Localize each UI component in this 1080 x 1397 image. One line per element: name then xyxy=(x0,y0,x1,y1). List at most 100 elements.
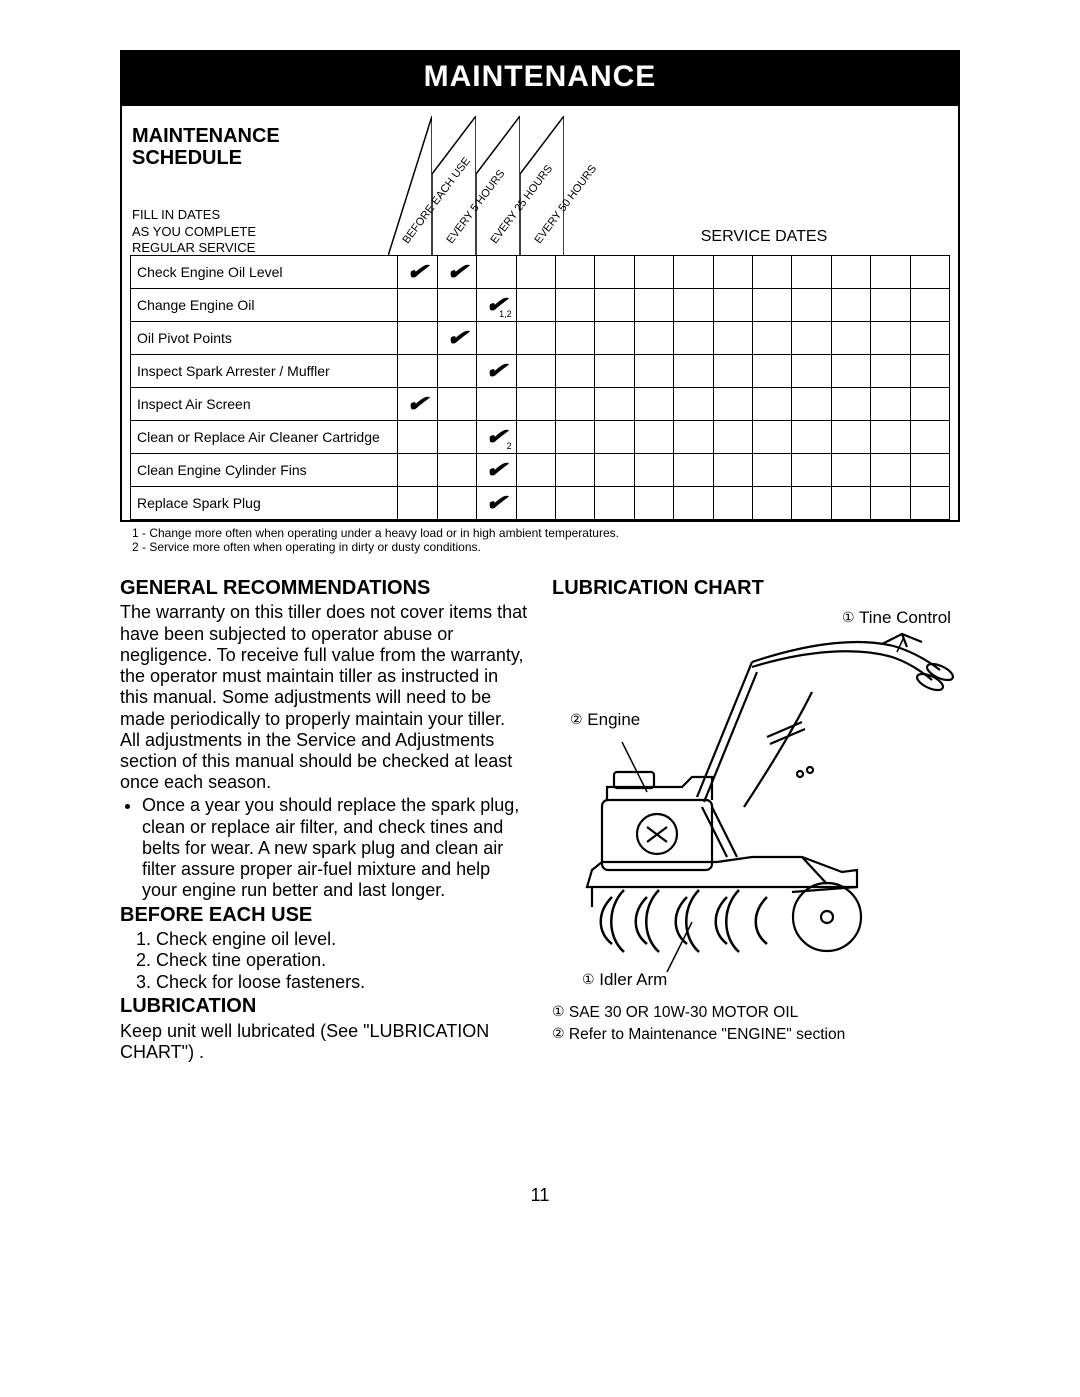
service-date-cell xyxy=(595,355,634,388)
service-date-cell xyxy=(713,388,752,421)
service-date-cell xyxy=(634,322,673,355)
check-cell xyxy=(398,289,437,322)
service-date-cell xyxy=(831,454,870,487)
service-date-cell xyxy=(556,454,595,487)
service-date-cell xyxy=(831,421,870,454)
service-date-cell xyxy=(910,322,949,355)
right-column: LUBRICATION CHART xyxy=(552,577,960,1065)
label-idler-arm: ① Idler Arm xyxy=(582,970,667,990)
check-cell xyxy=(437,421,476,454)
service-date-cell xyxy=(634,256,673,289)
service-date-cell xyxy=(674,487,713,520)
service-date-cell xyxy=(910,454,949,487)
schedule-heading-1: MAINTENANCE xyxy=(132,125,280,147)
service-date-cell xyxy=(792,454,831,487)
footnote-1: 1 - Change more often when operating und… xyxy=(132,526,619,540)
service-date-cell xyxy=(674,289,713,322)
service-date-cell xyxy=(556,256,595,289)
heading-lubri-chart: LUBRICATION CHART xyxy=(552,577,960,601)
task-name: Inspect Air Screen xyxy=(131,388,398,421)
page: MAINTENANCE MAINTENANCE SCHEDULE FILL IN… xyxy=(0,0,1080,1246)
service-date-cell xyxy=(831,289,870,322)
service-date-cell xyxy=(674,454,713,487)
service-date-cell xyxy=(634,388,673,421)
check-cell xyxy=(516,388,555,421)
service-date-cell xyxy=(910,256,949,289)
check-cell xyxy=(398,421,437,454)
check-cell xyxy=(437,454,476,487)
check-cell: ✔ xyxy=(437,322,476,355)
footnotes: 1 - Change more often when operating und… xyxy=(120,522,960,555)
check-cell xyxy=(516,355,555,388)
check-cell xyxy=(516,487,555,520)
check-cell xyxy=(516,322,555,355)
table-row: Check Engine Oil Level✔✔ xyxy=(131,256,950,289)
heading-before: BEFORE EACH USE xyxy=(120,904,528,928)
service-date-cell xyxy=(556,322,595,355)
table-row: Replace Spark Plug✔ xyxy=(131,487,950,520)
service-date-cell xyxy=(792,388,831,421)
service-date-cell xyxy=(595,421,634,454)
service-date-cell xyxy=(674,421,713,454)
service-date-cell xyxy=(752,487,791,520)
check-cell: ✔ xyxy=(398,256,437,289)
title-bar: MAINTENANCE xyxy=(120,50,960,106)
service-date-cell xyxy=(831,256,870,289)
service-date-cell xyxy=(910,388,949,421)
service-date-cell xyxy=(713,487,752,520)
service-date-cell xyxy=(595,487,634,520)
table-row: Change Engine Oil✔1,2 xyxy=(131,289,950,322)
service-date-cell xyxy=(831,322,870,355)
service-date-cell xyxy=(595,289,634,322)
service-date-cell xyxy=(871,322,910,355)
check-cell xyxy=(398,487,437,520)
service-date-cell xyxy=(871,289,910,322)
check-cell xyxy=(477,322,516,355)
service-date-cell xyxy=(674,256,713,289)
service-date-cell xyxy=(556,355,595,388)
footnote-2: 2 - Service more often when operating in… xyxy=(132,540,481,554)
service-date-cell xyxy=(713,289,752,322)
label-tine-control: ① Tine Control xyxy=(842,608,951,628)
schedule-heading-2: SCHEDULE xyxy=(132,147,242,169)
tiller-illustration xyxy=(552,622,962,992)
bullet-yearly: Once a year you should replace the spark… xyxy=(142,795,528,901)
interval-headers: BEFORE EACH USE EVERY 5 HOURS EVERY 25 H… xyxy=(388,116,578,256)
service-date-cell xyxy=(713,355,752,388)
service-date-cell xyxy=(595,454,634,487)
service-date-cell xyxy=(713,454,752,487)
service-date-cell xyxy=(871,421,910,454)
service-date-cell xyxy=(634,421,673,454)
table-row: Oil Pivot Points ✔ xyxy=(131,322,950,355)
before-3: Check for loose fasteners. xyxy=(156,972,528,993)
service-date-cell xyxy=(752,322,791,355)
service-date-cell xyxy=(792,256,831,289)
service-date-cell xyxy=(674,355,713,388)
service-date-cell xyxy=(792,487,831,520)
service-date-cell xyxy=(634,487,673,520)
table-row: Clean Engine Cylinder Fins✔ xyxy=(131,454,950,487)
service-date-cell xyxy=(752,388,791,421)
service-date-cell xyxy=(674,388,713,421)
check-cell: ✔ xyxy=(398,388,437,421)
service-date-cell xyxy=(831,388,870,421)
service-date-cell xyxy=(871,388,910,421)
heading-general: GENERAL RECOMMENDATIONS xyxy=(120,577,528,601)
service-date-cell xyxy=(674,322,713,355)
check-cell: ✔ xyxy=(437,256,476,289)
service-date-cell xyxy=(831,355,870,388)
task-name: Clean or Replace Air Cleaner Cartridge xyxy=(131,421,398,454)
table-row: Inspect Spark Arrester / Muffler✔ xyxy=(131,355,950,388)
check-cell xyxy=(477,256,516,289)
service-date-cell xyxy=(871,256,910,289)
task-name: Oil Pivot Points xyxy=(131,322,398,355)
service-date-cell xyxy=(713,256,752,289)
service-date-cell xyxy=(792,355,831,388)
service-date-cell xyxy=(871,355,910,388)
service-date-cell xyxy=(910,289,949,322)
page-title: MAINTENANCE xyxy=(424,60,657,93)
service-date-cell xyxy=(752,454,791,487)
service-date-cell xyxy=(792,322,831,355)
check-cell: ✔ xyxy=(477,454,516,487)
check-cell xyxy=(516,421,555,454)
